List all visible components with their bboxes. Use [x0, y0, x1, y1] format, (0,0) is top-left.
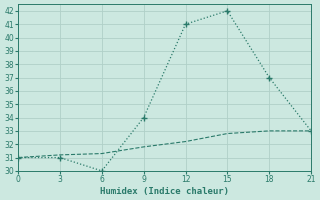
X-axis label: Humidex (Indice chaleur): Humidex (Indice chaleur): [100, 187, 229, 196]
